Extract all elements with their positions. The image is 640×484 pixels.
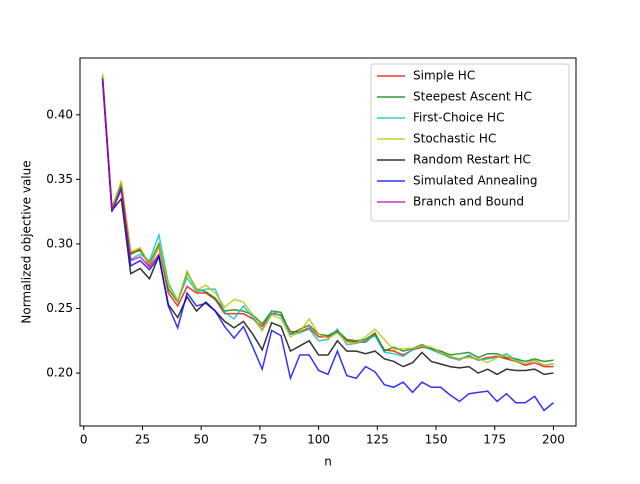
x-tick-label: 200 <box>542 433 565 447</box>
x-tick-label: 125 <box>366 433 389 447</box>
legend-label: Steepest Ascent HC <box>413 90 532 104</box>
legend-label: Random Restart HC <box>413 153 531 167</box>
x-axis-label: n <box>324 455 332 469</box>
y-tick-label: 0.30 <box>46 236 73 250</box>
x-tick-label: 75 <box>252 433 267 447</box>
series-line <box>101 78 554 376</box>
legend-box <box>370 63 570 222</box>
y-tick-label: 0.35 <box>46 172 73 186</box>
legend-label: Simulated Annealing <box>413 174 538 188</box>
series-line <box>101 78 554 412</box>
x-tick-label: 100 <box>307 433 330 447</box>
plot-frame <box>79 57 577 427</box>
legend-label: Simple HC <box>413 69 475 83</box>
legend-label: First-Choice HC <box>413 111 504 125</box>
x-tick-label: 150 <box>425 433 448 447</box>
legend-label: Branch and Bound <box>413 195 524 209</box>
y-tick-label: 0.20 <box>46 366 73 380</box>
x-tick-label: 0 <box>80 433 88 447</box>
y-tick-label: 0.40 <box>46 107 73 121</box>
series-line <box>101 73 554 367</box>
series-line <box>101 78 160 269</box>
x-tick-label: 50 <box>194 433 209 447</box>
x-tick-label: 175 <box>483 433 506 447</box>
x-tick-label: 25 <box>135 433 150 447</box>
y-tick-label: 0.25 <box>46 301 73 315</box>
y-axis-label: Normalized objective value <box>20 160 34 323</box>
legend-label: Stochastic HC <box>413 132 496 146</box>
